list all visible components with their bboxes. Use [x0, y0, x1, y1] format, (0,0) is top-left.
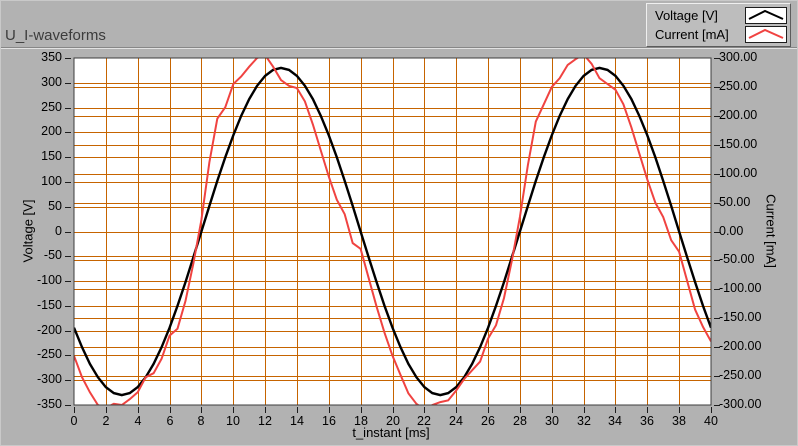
x-tick-label: 8	[197, 414, 205, 428]
plot-frame	[73, 57, 712, 406]
y-right-tick-label: -50.00	[719, 252, 755, 266]
y-right-tick-label: -150.00	[719, 310, 762, 324]
y-left-tick-label: -300	[36, 372, 62, 386]
y-left-axis-label: Voltage [V]	[20, 199, 36, 263]
y-right-tick-label: 250.00	[719, 79, 758, 93]
x-tick-label: 32	[577, 414, 591, 428]
y-right-tick-label: 50.00	[719, 195, 751, 209]
current-line-sample-icon[interactable]	[745, 26, 787, 43]
panel-separator	[1, 47, 797, 49]
y-left-tick-label: 250	[41, 100, 62, 114]
x-tick-label: 28	[513, 414, 527, 428]
y-left-tick-label: 200	[41, 124, 62, 138]
y-right-tick-label: -300.00	[719, 397, 762, 411]
y-left-tick-label: 100	[41, 174, 62, 188]
x-tick-label: 12	[258, 414, 272, 428]
current-waveform	[74, 58, 711, 405]
x-tick-label: 20	[386, 414, 400, 428]
y-right-tick-label: 100.00	[719, 166, 758, 180]
y-right-tick-label: 0.00	[719, 224, 744, 238]
x-tick-label: 10	[226, 414, 240, 428]
chart-title: U_I-waveforms	[5, 27, 106, 44]
voltage-waveform	[74, 66, 711, 397]
y-left-tick-label: -200	[36, 323, 62, 337]
y-left-tick-label: 300	[41, 75, 62, 89]
y-right-tick-label: -250.00	[719, 368, 762, 382]
y-right-tick-label: 200.00	[719, 108, 758, 122]
y-left-tick-label: -50	[43, 248, 62, 262]
axis-tick-marks	[65, 57, 720, 413]
x-tick-label: 22	[417, 414, 431, 428]
y-left-tick-label: 0	[55, 224, 62, 238]
y-left-tick-label: -100	[36, 273, 62, 287]
x-tick-label: 34	[608, 414, 622, 428]
x-tick-label: 0	[70, 414, 78, 428]
x-tick-label: 36	[640, 414, 654, 428]
plot-legend: Voltage [V] Current [mA]	[646, 3, 791, 47]
x-axis-label: t_instant [ms]	[352, 425, 430, 440]
y-left-tick-label: 350	[41, 50, 62, 64]
legend-label-current: Current [mA]	[655, 27, 729, 42]
y-right-tick-label: -100.00	[719, 281, 762, 295]
y-left-tick-label: -150	[36, 298, 62, 312]
legend-label-voltage: Voltage [V]	[655, 8, 718, 23]
legend-item-voltage[interactable]: Voltage [V]	[650, 6, 787, 25]
x-tick-label: 26	[481, 414, 495, 428]
y-left-tick-label: 150	[41, 149, 62, 163]
y-left-tick-label: 50	[48, 199, 62, 213]
voltage-line-sample-icon[interactable]	[745, 7, 787, 24]
x-tick-label: 24	[449, 414, 463, 428]
x-tick-label: 16	[322, 414, 336, 428]
x-tick-label: 30	[545, 414, 559, 428]
x-tick-label: 38	[672, 414, 686, 428]
x-tick-label: 2	[102, 414, 110, 428]
x-tick-label: 6	[166, 414, 174, 428]
x-tick-label: 4	[134, 414, 142, 428]
y-right-tick-label: -200.00	[719, 339, 762, 353]
y-left-tick-label: -250	[36, 347, 62, 361]
y-right-tick-label: 150.00	[719, 137, 758, 151]
y-right-tick-label: 300.00	[719, 50, 758, 64]
y-left-tick-label: -350	[36, 397, 62, 411]
legend-item-current[interactable]: Current [mA]	[650, 25, 787, 44]
x-tick-label: 40	[704, 414, 718, 428]
y-right-axis-label: Current [mA]	[763, 194, 779, 268]
x-tick-label: 14	[290, 414, 304, 428]
x-tick-label: 18	[354, 414, 368, 428]
